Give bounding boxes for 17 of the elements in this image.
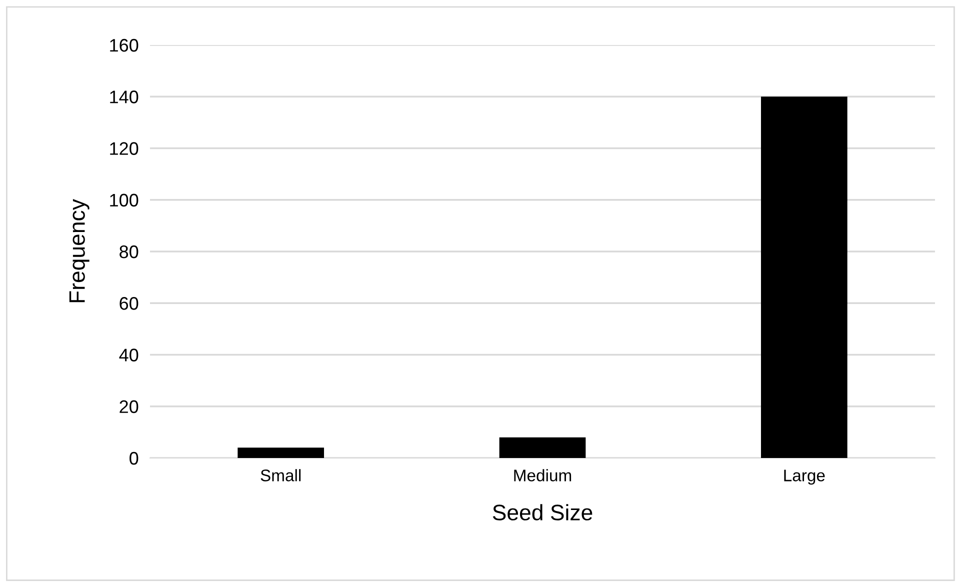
y-tick-label: 0 <box>130 452 138 465</box>
y-tick-label: 20 <box>120 400 138 414</box>
x-tick-label: Small <box>260 469 301 482</box>
y-axis-title: Frequency <box>69 199 90 302</box>
y-tick-label: 40 <box>119 348 138 362</box>
x-axis-title: Seed Size <box>492 504 592 520</box>
bar <box>238 448 324 458</box>
y-tick-label: 140 <box>110 90 138 104</box>
y-tick-label: 60 <box>120 297 138 310</box>
x-tick-label: Large <box>784 470 825 485</box>
y-tick-label: 160 <box>110 38 138 52</box>
y-tick-label: 80 <box>120 245 138 258</box>
bar <box>760 96 848 458</box>
bar <box>499 437 586 458</box>
x-tick-label: Medium <box>514 469 572 482</box>
y-tick-label: 120 <box>110 142 138 155</box>
y-tick-label: 100 <box>110 194 138 207</box>
